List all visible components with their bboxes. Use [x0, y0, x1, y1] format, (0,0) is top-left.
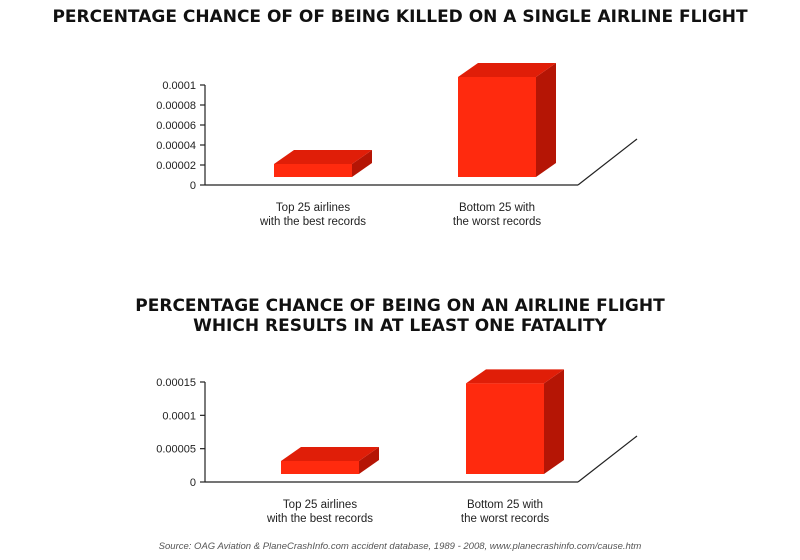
- bar: [466, 369, 564, 474]
- y-tick-label: 0.0001: [162, 80, 196, 92]
- category-label: the worst records: [453, 216, 541, 228]
- bar-side-face: [536, 63, 556, 177]
- y-tick-label: 0.00008: [156, 100, 196, 112]
- bar-side-face: [359, 447, 379, 474]
- y-tick-label: 0.00004: [156, 140, 196, 152]
- category-label: with the best records: [266, 513, 373, 525]
- bar-front-face: [281, 461, 359, 474]
- y-tick-label: 0.0001: [162, 410, 196, 422]
- chart-killed-on-flight: PERCENTAGE CHANCE OF OF BEING KILLED ON …: [52, 7, 747, 228]
- floor-depth-line: [577, 138, 638, 186]
- chart-flight-with-fatality: PERCENTAGE CHANCE OF BEING ON AN AIRLINE…: [135, 296, 665, 525]
- chart-title-line: WHICH RESULTS IN AT LEAST ONE FATALITY: [193, 316, 608, 336]
- floor-depth-line: [577, 435, 638, 483]
- chart-title-line: PERCENTAGE CHANCE OF BEING ON AN AIRLINE…: [135, 296, 665, 316]
- y-tick-label: 0: [190, 477, 196, 489]
- bar: [458, 63, 556, 177]
- bar: [281, 447, 379, 474]
- bar-front-face: [458, 77, 536, 177]
- bar-top-face: [274, 150, 372, 164]
- category-label: the worst records: [461, 513, 549, 525]
- category-label: Top 25 airlines: [283, 499, 357, 511]
- bar-side-face: [544, 369, 564, 474]
- bar-side-face: [352, 150, 372, 177]
- y-tick-label: 0: [190, 180, 196, 192]
- category-label: Top 25 airlines: [276, 202, 350, 214]
- category-label: Bottom 25 with: [459, 202, 535, 214]
- y-tick-label: 0.00006: [156, 120, 196, 132]
- y-tick-label: 0.00005: [156, 444, 196, 456]
- chart-title-line: PERCENTAGE CHANCE OF OF BEING KILLED ON …: [52, 7, 747, 27]
- bar-top-face: [458, 63, 556, 77]
- source-note: Source: OAG Aviation & PlaneCrashInfo.co…: [159, 541, 642, 552]
- y-tick-label: 0.00015: [156, 377, 196, 389]
- bar-top-face: [466, 369, 564, 384]
- bar: [274, 150, 372, 177]
- y-tick-label: 0.00002: [156, 160, 196, 172]
- category-label: Bottom 25 with: [467, 499, 543, 511]
- bar-top-face: [281, 447, 379, 461]
- bar-front-face: [274, 164, 352, 177]
- category-label: with the best records: [259, 216, 366, 228]
- bar-front-face: [466, 383, 544, 474]
